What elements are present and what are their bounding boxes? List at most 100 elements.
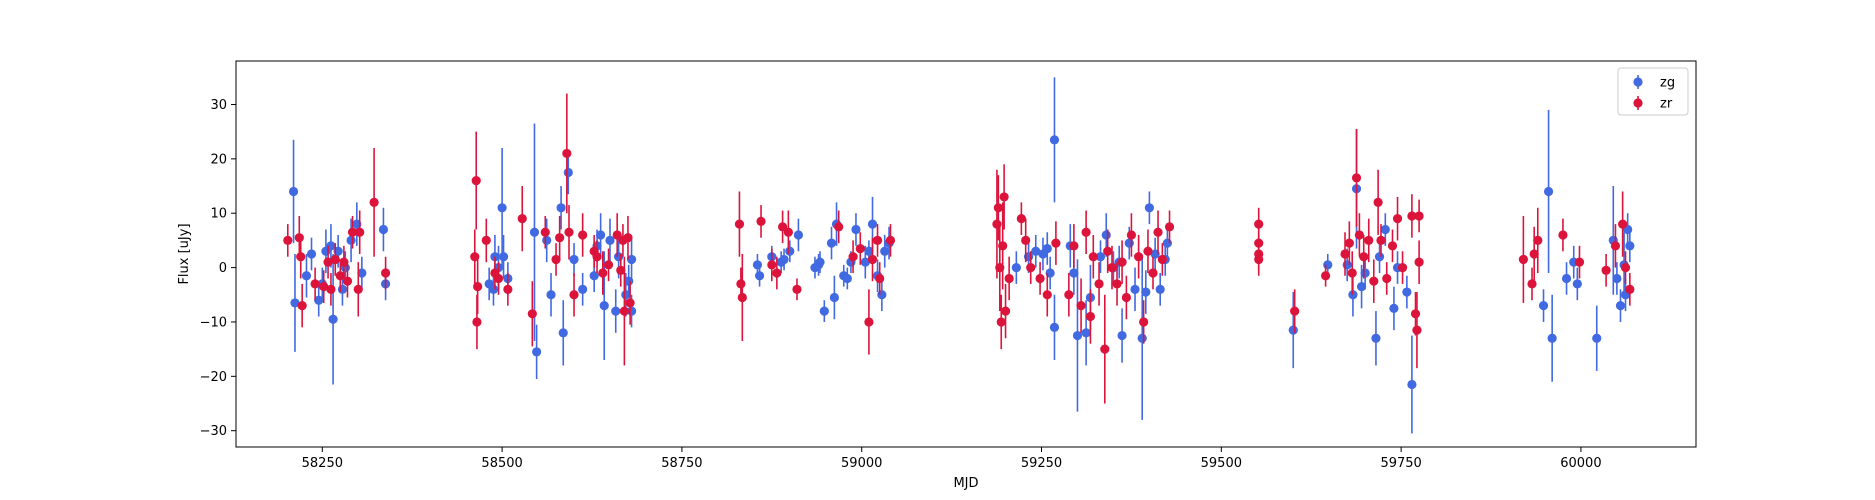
data-point-zg	[596, 230, 606, 240]
data-point-zr	[1085, 311, 1096, 322]
x-tick-label: 60000	[1560, 456, 1601, 471]
data-point-zr	[1529, 249, 1539, 259]
data-point-zg	[357, 268, 367, 278]
data-point-zr	[1321, 271, 1331, 281]
legend-label: zr	[1660, 97, 1673, 112]
x-tick-label: 58250	[302, 456, 343, 471]
legend-box	[1617, 67, 1689, 116]
x-tick-label: 59500	[1201, 456, 1242, 471]
data-point-zg	[1162, 238, 1172, 248]
data-point-zr	[540, 227, 550, 237]
data-point-zg	[546, 290, 556, 300]
data-point-zr	[783, 227, 793, 237]
data-point-zg	[1124, 238, 1134, 248]
data-point-zg	[826, 238, 837, 248]
data-point-zg	[880, 246, 890, 256]
data-point-zg	[563, 167, 573, 178]
data-point-zr	[1359, 252, 1369, 262]
data-point-zr	[1618, 219, 1628, 229]
data-point-zr	[326, 284, 336, 294]
data-point-zg	[1543, 186, 1554, 197]
data-point-zr	[1103, 246, 1113, 256]
data-point-zg	[829, 292, 839, 303]
data-point-zr	[1340, 249, 1350, 259]
data-point-zr	[792, 284, 802, 294]
data-point-zr	[481, 235, 491, 246]
data-point-zr	[1139, 317, 1149, 327]
data-point-zr	[1164, 222, 1175, 232]
data-point-zr	[1387, 241, 1398, 251]
data-point-zg	[877, 290, 887, 300]
data-point-zg	[558, 328, 568, 338]
data-point-zr	[1148, 268, 1158, 278]
data-point-zr	[875, 273, 885, 284]
data-point-zr	[335, 271, 345, 281]
data-point-zr	[1354, 230, 1365, 240]
legend-item-zr: zr	[1633, 96, 1673, 112]
data-point-zr	[283, 235, 293, 246]
data-point-zr	[578, 230, 588, 240]
data-point-zg	[378, 224, 389, 235]
data-point-zr	[1558, 230, 1568, 240]
data-point-zr	[603, 260, 614, 270]
data-point-zr	[993, 203, 1003, 213]
x-axis: 58250 58500 58750 59000 59250 59500 59750 60000	[302, 447, 1602, 471]
y-axis-label: Flux [uJy]	[177, 223, 192, 284]
data-point-zr	[1518, 254, 1528, 265]
data-point-zr	[517, 214, 527, 224]
data-point-zg	[1081, 328, 1091, 338]
legend: zg zr	[1617, 67, 1689, 116]
legend-item-zg: zg	[1633, 75, 1675, 91]
data-point-zr	[1373, 197, 1383, 207]
data-point-zg	[626, 254, 637, 265]
series-zr	[283, 93, 1635, 404]
data-point-zg	[532, 347, 542, 357]
data-point-zr	[1042, 290, 1052, 300]
data-point-zg	[578, 284, 588, 294]
data-point-zr	[767, 260, 777, 270]
legend-marker	[1633, 98, 1643, 108]
data-point-zr	[1376, 235, 1386, 246]
data-point-zg	[328, 314, 338, 324]
y-axis: −30 −20 −10 0 10 20 30	[200, 98, 236, 439]
data-point-zr	[999, 192, 1009, 202]
data-point-zg	[288, 186, 299, 197]
data-point-zg	[1371, 333, 1381, 343]
data-point-zr	[1527, 279, 1537, 289]
data-point-zr	[998, 241, 1008, 251]
data-point-zr	[1601, 265, 1611, 275]
data-point-zg	[306, 249, 317, 259]
data-point-zr	[1016, 214, 1026, 224]
y-tick-label: −30	[200, 424, 227, 439]
data-point-zr	[1100, 344, 1110, 354]
data-point-zr	[1254, 254, 1264, 265]
data-point-zr	[1134, 252, 1144, 262]
data-point-zg	[860, 257, 870, 267]
data-point-zg	[556, 203, 566, 213]
x-tick-label: 58500	[481, 456, 522, 471]
y-tick-label: 30	[210, 98, 227, 113]
data-point-zg	[337, 284, 348, 294]
data-point-zr	[623, 233, 633, 243]
y-tick-label: 0	[219, 261, 227, 276]
data-point-zr	[778, 222, 788, 232]
data-point-zg	[842, 273, 852, 284]
data-point-zr	[551, 254, 561, 265]
data-point-zr	[323, 257, 333, 267]
data-point-zr	[1412, 325, 1422, 335]
data-point-zg	[1069, 268, 1079, 278]
data-point-zg	[301, 271, 312, 281]
data-point-zr	[339, 257, 349, 267]
data-point-zg	[1342, 260, 1352, 270]
data-point-zg	[498, 252, 509, 262]
data-point-zr	[297, 301, 307, 311]
data-point-zg	[1141, 287, 1151, 297]
data-point-zr	[1351, 173, 1362, 183]
data-point-zr	[353, 284, 363, 294]
data-point-zr	[473, 282, 483, 292]
data-point-zr	[1610, 241, 1621, 251]
data-point-zr	[555, 233, 565, 243]
data-point-zg	[314, 295, 324, 305]
